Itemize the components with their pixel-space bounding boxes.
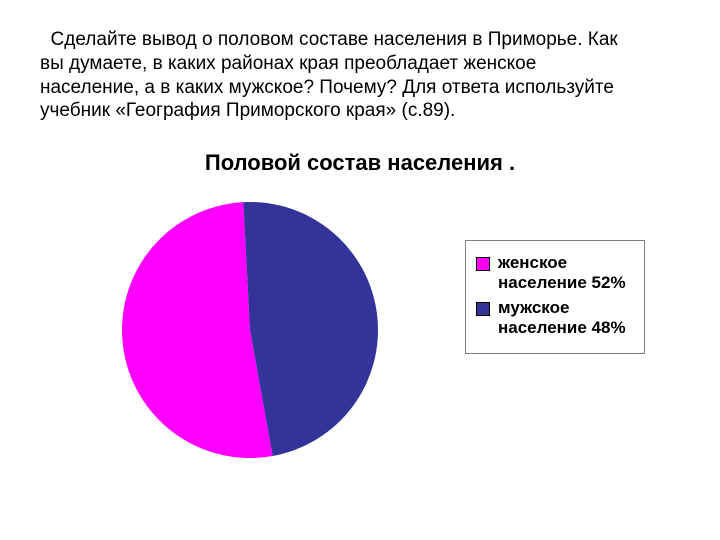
pie-svg (120, 200, 380, 460)
legend-swatch-female (476, 257, 490, 271)
pie-chart (120, 200, 380, 460)
legend-swatch-male (476, 302, 490, 316)
legend: женское население 52% мужское население … (465, 240, 645, 354)
legend-item-male: мужское население 48% (476, 298, 634, 339)
legend-item-female: женское население 52% (476, 253, 634, 294)
question-text: Сделайте вывод о половом составе населен… (40, 28, 640, 123)
legend-label-male: мужское население 48% (498, 298, 634, 339)
legend-label-female: женское население 52% (498, 253, 634, 294)
chart-title: Половой состав населения . (0, 150, 720, 176)
